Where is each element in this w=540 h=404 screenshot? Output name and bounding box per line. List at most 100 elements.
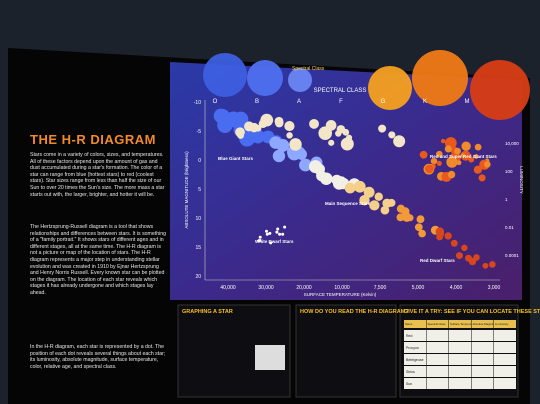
label: Spectral Class xyxy=(292,66,325,72)
region-label: White Dwarf Stars xyxy=(255,239,294,244)
star xyxy=(295,148,307,160)
section-title: GIVE IT A TRY: SEE IF YOU CAN LOCATE THE… xyxy=(404,309,540,315)
table-cell-text: Sirius xyxy=(406,370,415,374)
table-cell xyxy=(494,378,516,389)
tick-label: 10,000 xyxy=(334,285,350,291)
table-cell xyxy=(494,330,516,341)
tick-label: 10 xyxy=(195,216,201,222)
star xyxy=(247,60,283,96)
panel-title: THE H-R DIAGRAM xyxy=(30,132,156,147)
star xyxy=(289,138,302,151)
spectral-class: K xyxy=(423,99,427,105)
star xyxy=(416,215,425,224)
table-cell xyxy=(426,366,449,377)
star xyxy=(483,161,491,168)
star xyxy=(272,149,286,163)
star xyxy=(286,132,293,139)
section-title: GRAPHING A STAR xyxy=(182,309,233,315)
star xyxy=(419,150,428,159)
star xyxy=(447,170,456,179)
tick-label: 4,000 xyxy=(450,285,463,291)
table-header-text: Luminosity xyxy=(495,322,509,326)
region-label: Blue Giant Stars xyxy=(218,156,254,161)
star xyxy=(288,68,312,92)
tick-label: 20 xyxy=(195,274,201,280)
star xyxy=(318,126,332,140)
star xyxy=(346,134,353,141)
region-label: Red Dwarf Stars xyxy=(420,258,455,263)
section-title: HOW DO YOU READ THE H-R DIAGRAM? xyxy=(300,309,409,315)
star xyxy=(258,119,268,128)
spectral-class: A xyxy=(297,99,301,105)
table-cell xyxy=(449,354,471,365)
tick-label: 0.0001 xyxy=(505,253,519,258)
spectral-class: O xyxy=(213,99,218,105)
table-cell-text: Sun xyxy=(406,382,412,386)
tick-label: -5 xyxy=(197,129,202,135)
table-cell xyxy=(449,330,471,341)
star xyxy=(444,232,452,240)
region-label: Red and Super Red Giant Stars xyxy=(430,154,497,159)
star xyxy=(269,241,273,245)
star xyxy=(284,120,295,132)
star xyxy=(250,129,265,144)
star xyxy=(482,262,489,269)
star xyxy=(237,132,244,139)
table-cell xyxy=(449,342,471,353)
star xyxy=(412,50,468,106)
table-cell xyxy=(426,342,449,353)
star xyxy=(393,135,406,148)
star xyxy=(363,186,375,198)
star xyxy=(414,223,423,232)
table-cell xyxy=(471,342,494,353)
star xyxy=(468,156,475,163)
star xyxy=(328,139,335,146)
star xyxy=(388,131,396,139)
star xyxy=(380,205,390,215)
table-cell xyxy=(426,330,449,341)
star xyxy=(456,160,462,166)
table-header xyxy=(426,320,449,328)
star xyxy=(436,160,442,166)
star xyxy=(473,254,480,261)
star xyxy=(430,157,438,165)
star xyxy=(265,229,269,233)
table-cell-text: Procyon xyxy=(406,346,419,350)
spectral-class: M xyxy=(465,99,470,105)
star xyxy=(319,172,333,186)
table-cell xyxy=(494,366,516,377)
star xyxy=(283,225,287,229)
star xyxy=(203,53,247,97)
table-header-text: Absolute Magnitude xyxy=(473,322,498,326)
star xyxy=(336,125,346,134)
header: SPECTRAL CLASS xyxy=(314,88,367,94)
star xyxy=(489,261,496,268)
star xyxy=(340,137,354,151)
tick-label: 40,000 xyxy=(220,285,236,291)
star xyxy=(461,244,468,252)
tick-label: 0 xyxy=(198,158,201,164)
star xyxy=(473,154,479,159)
tick-label: 15 xyxy=(195,245,201,251)
table-cell xyxy=(404,366,426,377)
table-header xyxy=(404,320,426,328)
star xyxy=(369,200,380,211)
spectral-class: F xyxy=(339,99,343,105)
table-header-text: Name xyxy=(405,322,413,326)
star xyxy=(265,232,269,236)
star xyxy=(268,231,272,235)
table-cell-text: Red xyxy=(406,334,412,338)
paragraph: In the H-R diagram, each star is represe… xyxy=(30,344,166,370)
star xyxy=(437,230,445,238)
star xyxy=(446,156,458,168)
spectral-class: G xyxy=(381,99,386,105)
star xyxy=(274,118,284,128)
axis-title: LUMINOSITY xyxy=(519,166,524,194)
region-label: Main Sequence Stars xyxy=(325,201,371,206)
table-header-text: Surface Temperature (Kelvin) xyxy=(450,322,486,326)
tick-label: 100 xyxy=(505,169,513,174)
tick-label: 0.01 xyxy=(505,225,514,230)
star xyxy=(276,227,280,231)
star xyxy=(309,118,319,129)
